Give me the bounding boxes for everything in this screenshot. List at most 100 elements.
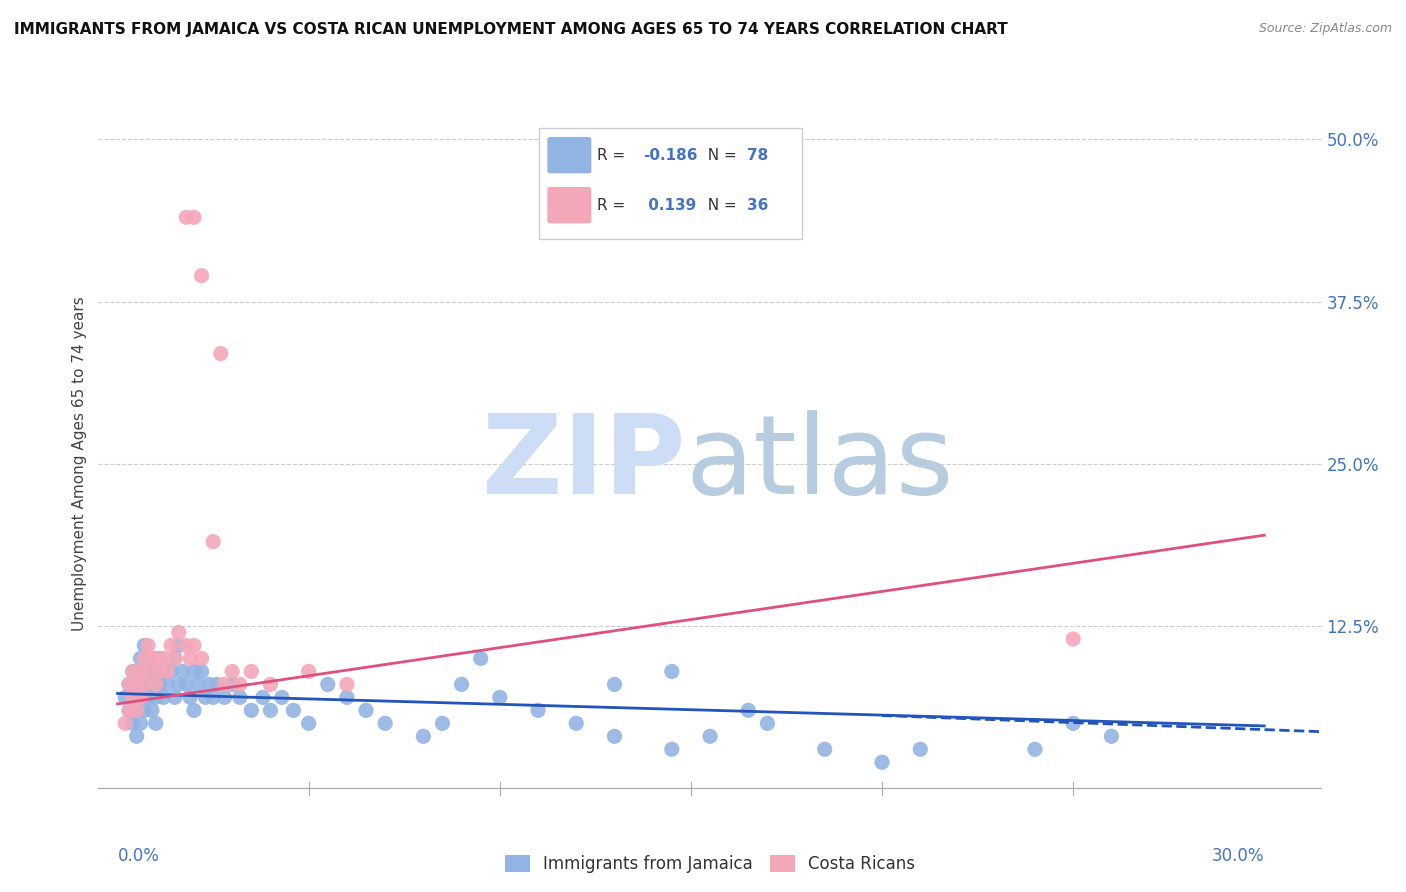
Point: [121, 665, 143, 679]
Point: [298, 665, 321, 679]
Legend: Immigrants from Jamaica, Costa Ricans: Immigrants from Jamaica, Costa Ricans: [498, 848, 922, 880]
Point: [118, 677, 141, 691]
Point: [118, 677, 141, 691]
Point: [167, 639, 190, 653]
Point: [136, 639, 159, 653]
Point: [152, 690, 174, 705]
Point: [209, 346, 232, 360]
Point: [160, 665, 183, 679]
Text: N =: N =: [697, 198, 741, 213]
Point: [283, 703, 305, 717]
Point: [145, 677, 167, 691]
FancyBboxPatch shape: [538, 128, 801, 239]
Point: [240, 665, 263, 679]
Point: [149, 651, 172, 665]
Point: [145, 690, 167, 705]
Text: atlas: atlas: [686, 410, 955, 517]
Point: [336, 677, 359, 691]
Point: [136, 665, 159, 679]
Point: [187, 677, 209, 691]
Point: [125, 677, 148, 691]
Point: [145, 651, 167, 665]
Point: [125, 703, 148, 717]
Point: [488, 690, 510, 705]
Point: [221, 677, 243, 691]
Point: [125, 703, 148, 717]
Point: [470, 651, 492, 665]
Point: [450, 677, 472, 691]
FancyBboxPatch shape: [547, 187, 592, 223]
Point: [240, 703, 263, 717]
Point: [172, 665, 194, 679]
Point: [205, 677, 228, 691]
Point: [190, 268, 212, 283]
Point: [121, 716, 143, 731]
Point: [121, 690, 143, 705]
Point: [163, 651, 186, 665]
Point: [229, 690, 252, 705]
Point: [129, 716, 152, 731]
Point: [699, 729, 721, 743]
Point: [1062, 632, 1084, 646]
Point: [661, 665, 683, 679]
Point: [910, 742, 932, 756]
Point: [125, 729, 148, 743]
Point: [149, 665, 172, 679]
Point: [603, 729, 626, 743]
Text: 0.139: 0.139: [643, 198, 696, 213]
Point: [1024, 742, 1046, 756]
Text: -0.186: -0.186: [643, 148, 697, 163]
Point: [221, 665, 243, 679]
Text: 30.0%: 30.0%: [1212, 847, 1264, 864]
Point: [183, 211, 205, 225]
Point: [114, 690, 136, 705]
Point: [603, 677, 626, 691]
Point: [134, 703, 156, 717]
Point: [129, 690, 152, 705]
Point: [136, 665, 159, 679]
Point: [252, 690, 274, 705]
Point: [316, 677, 339, 691]
Point: [190, 651, 212, 665]
Point: [121, 690, 143, 705]
Point: [737, 703, 759, 717]
Point: [136, 690, 159, 705]
Point: [134, 677, 156, 691]
Text: N =: N =: [697, 148, 741, 163]
Point: [354, 703, 377, 717]
Point: [202, 690, 225, 705]
Point: [114, 716, 136, 731]
Point: [298, 716, 321, 731]
Point: [183, 703, 205, 717]
Point: [270, 690, 294, 705]
Point: [183, 665, 205, 679]
Point: [118, 703, 141, 717]
Point: [129, 665, 152, 679]
Point: [145, 716, 167, 731]
Text: R =: R =: [598, 198, 631, 213]
Point: [814, 742, 837, 756]
Point: [156, 665, 179, 679]
Point: [183, 639, 205, 653]
Point: [134, 677, 156, 691]
Point: [374, 716, 396, 731]
Point: [412, 729, 434, 743]
Text: 0.0%: 0.0%: [118, 847, 159, 864]
Text: 78: 78: [747, 148, 768, 163]
Point: [136, 651, 159, 665]
Point: [202, 534, 225, 549]
Point: [198, 677, 221, 691]
Text: 36: 36: [747, 198, 768, 213]
Point: [870, 756, 893, 770]
Point: [149, 677, 172, 691]
Point: [259, 703, 281, 717]
Point: [1062, 716, 1084, 731]
Point: [163, 651, 186, 665]
Point: [134, 639, 156, 653]
Point: [118, 703, 141, 717]
Point: [1099, 729, 1122, 743]
Point: [121, 665, 143, 679]
Point: [176, 639, 198, 653]
Point: [134, 651, 156, 665]
Point: [179, 651, 201, 665]
